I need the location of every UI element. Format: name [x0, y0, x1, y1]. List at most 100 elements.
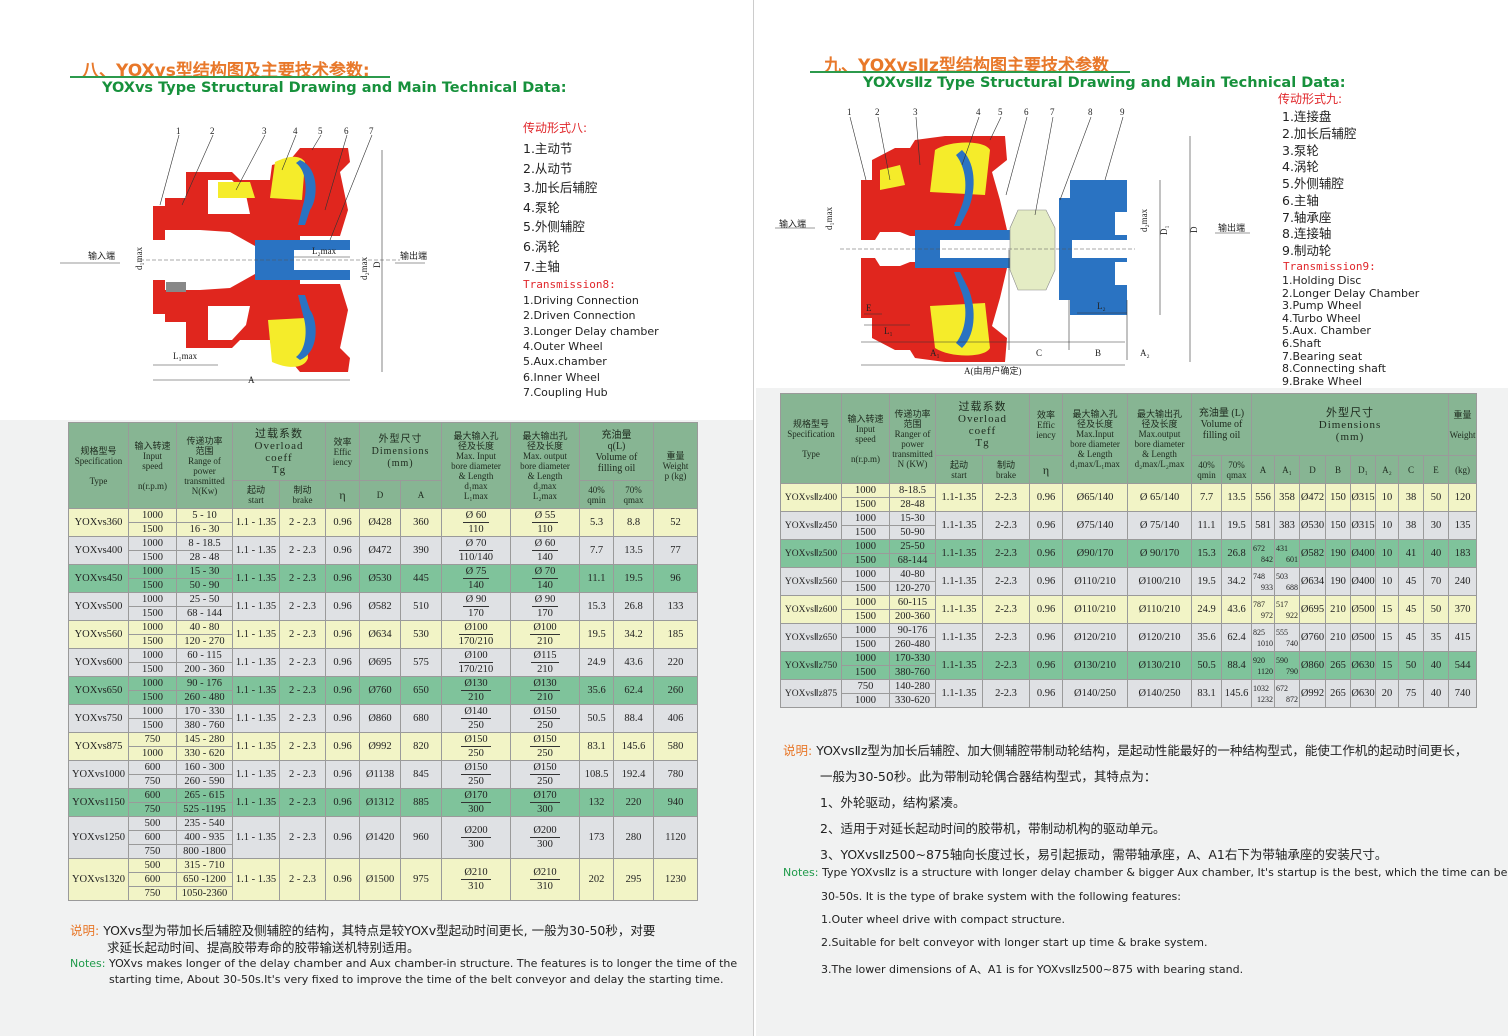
speed-cell: 1000	[841, 623, 890, 638]
in-cell: Ø75/140	[1062, 511, 1128, 540]
spec-cell: YOXvs1320	[68, 858, 129, 901]
bore-length: 310	[468, 881, 484, 892]
C-cell: 45	[1398, 595, 1424, 624]
qmax-cell: 88.4	[1221, 651, 1252, 680]
power-cell: 60 - 115	[176, 648, 233, 663]
out-cell: Ø 65/140	[1127, 483, 1192, 512]
A-cell: 680	[400, 704, 442, 733]
A-cell: 360	[400, 508, 442, 537]
B-cell: 150	[1325, 483, 1351, 512]
eff-cell: 0.96	[1029, 679, 1063, 708]
brake-cell: 2-2.3	[982, 567, 1030, 596]
speed-cell: 500	[128, 858, 177, 873]
efficiency-cell: 0.96	[325, 760, 360, 789]
header-dim-A1: A₁	[1274, 455, 1300, 484]
start-cell: 1.1 - 1.35	[232, 508, 280, 537]
A1-with-bearing-stand: 922	[1286, 610, 1298, 620]
A-cell: 390	[400, 536, 442, 565]
bore-diameter: Ø130	[461, 678, 491, 691]
bore-diameter: Ø 55	[531, 510, 559, 523]
legend-item: 4.泵轮	[523, 200, 560, 215]
header-oil: 充油量 (L) Volume of filling oil	[1191, 393, 1252, 456]
A1-cell: 503 688	[1274, 567, 1300, 596]
speed-cell: 600	[128, 760, 177, 775]
C-cell: 45	[1398, 623, 1424, 652]
spec-cell: YOXvs875	[68, 732, 129, 761]
efficiency-cell: 0.96	[325, 564, 360, 593]
notes-cn-line1: 说明: YOXvsⅡz型为加长后辅腔、加大侧辅腔带制动轮结构，是起动性能最好的一…	[783, 740, 1467, 759]
input-bore-cell: Ø200 300	[441, 816, 511, 859]
spec-cell: YOXvsⅡz650	[780, 623, 842, 652]
output-bore-cell: Ø 70 140	[510, 564, 580, 593]
power-cell: 120-270	[889, 581, 936, 596]
legend-item: 4.Turbo Wheel	[1282, 312, 1361, 325]
header-D: D	[359, 480, 401, 509]
output-bore-cell: Ø150 250	[510, 760, 580, 789]
start-cell: 1.1 - 1.35	[232, 648, 280, 677]
brake-cell: 2-2.3	[982, 623, 1030, 652]
power-cell: 200 - 360	[176, 662, 233, 677]
power-cell: 90 - 176	[176, 676, 233, 691]
notes-cn-label: 说明:	[783, 743, 813, 758]
out-cell: Ø100/210	[1127, 567, 1192, 596]
eff-cell: 0.96	[1029, 567, 1063, 596]
qmin-cell: 7.7	[1191, 483, 1222, 512]
table-row: 600 650 -1200	[69, 872, 698, 887]
A-cell: 575	[400, 648, 442, 677]
part-number: 8	[1088, 107, 1093, 117]
bore-diameter: Ø 90	[462, 594, 490, 607]
legend-item: 4.涡轮	[1282, 159, 1319, 174]
weight-cell: 133	[653, 592, 699, 621]
power-cell: 170-330	[889, 651, 936, 666]
start-cell: 1.1-1.35	[935, 483, 983, 512]
spec-cell: YOXvsⅡz875	[780, 679, 842, 708]
A-cell: 530	[400, 620, 442, 649]
table-row: YOXvs500 1000 25 - 50 1.1 - 1.35 2 - 2.3 0.96…	[68, 592, 699, 621]
power-cell: 68-144	[889, 553, 936, 568]
out-cell: Ø110/210	[1127, 595, 1192, 624]
A2-label: A₂	[1140, 348, 1150, 358]
output-bore-cell: Ø150 250	[510, 732, 580, 761]
speed-cell: 1500	[841, 553, 890, 568]
B-cell: 150	[1325, 511, 1351, 540]
D-label: D	[372, 261, 382, 268]
E-label: E	[866, 303, 872, 313]
power-cell: 25-50	[889, 539, 936, 554]
output-end-label: 输出端	[1218, 222, 1245, 233]
A1-standard: 672	[1276, 683, 1288, 693]
header-input-bore: 最大输入孔 径及长度 Max.Input bore diameter & Len…	[1062, 393, 1128, 484]
start-cell: 1.1-1.35	[935, 651, 983, 680]
brake-cell: 2 - 2.3	[279, 564, 326, 593]
qmax-cell: 88.4	[612, 704, 655, 733]
bore-length: 250	[537, 748, 553, 759]
D-cell: Ø428	[359, 508, 401, 537]
header-dim-B: B	[1325, 455, 1351, 484]
legend-heading: 传动形式九:	[1278, 92, 1343, 106]
bore-length: 140	[537, 552, 553, 563]
header-dim-E: E	[1422, 455, 1450, 484]
C-cell: 38	[1398, 511, 1424, 540]
speed-cell: 1000	[128, 592, 177, 607]
brake-cell: 2 - 2.3	[279, 536, 326, 565]
brake-cell: 2 - 2.3	[279, 648, 326, 677]
qmin-cell: 83.1	[579, 732, 614, 761]
C-cell: 45	[1398, 567, 1424, 596]
E-cell: 35	[1422, 623, 1450, 652]
in-cell: Ø90/170	[1062, 539, 1128, 568]
power-cell: 5 - 10	[176, 508, 233, 523]
bore-diameter: Ø200	[461, 824, 491, 838]
C-cell: 50	[1398, 651, 1424, 680]
bore-diameter: Ø210	[530, 866, 560, 880]
header-dim-A2: A₂	[1375, 455, 1399, 484]
A-cell: 1032 1232	[1251, 679, 1275, 708]
bore-diameter: Ø150	[461, 734, 491, 747]
qmin-cell: 11.1	[579, 564, 614, 593]
table-row: 1500 16 - 30	[69, 522, 698, 537]
out-cell: Ø 90/170	[1127, 539, 1192, 568]
D-cell: Ø530	[1299, 511, 1326, 540]
table-row: 750 1050-2360	[69, 886, 698, 901]
bore-length: 250	[537, 776, 553, 787]
D-cell: Ø860	[359, 704, 401, 733]
D-cell: Ø760	[1299, 623, 1326, 652]
power-cell: 140-280	[889, 679, 936, 694]
